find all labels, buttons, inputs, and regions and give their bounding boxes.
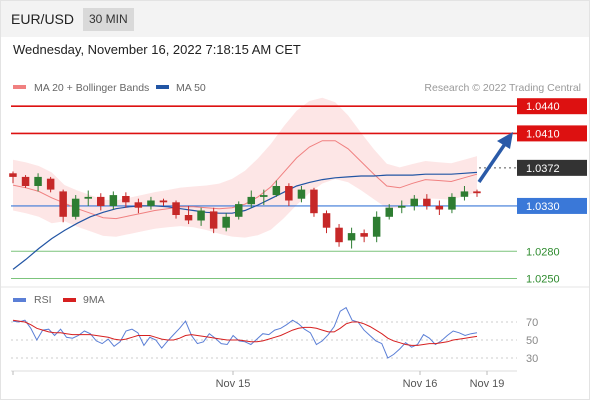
rsi-ma-legend-swatch xyxy=(63,298,76,302)
candle-body xyxy=(398,205,406,208)
rsi-tick-30: 30 xyxy=(526,353,538,365)
level-label-1.0410-box xyxy=(517,125,587,142)
bollinger-band-area xyxy=(13,97,477,238)
candle-body xyxy=(84,196,92,199)
level-label-1.0330: 1.0330 xyxy=(526,201,560,213)
forecast-arrow-line xyxy=(477,140,509,183)
candle-body xyxy=(122,196,130,203)
x-tick-label: Nov 19 xyxy=(470,378,505,390)
level-label-1.0250: 1.0250 xyxy=(526,273,560,285)
candle-body xyxy=(235,204,243,217)
x-tick-label: Nov 16 xyxy=(403,378,438,390)
forecast-arrow-head xyxy=(497,132,513,149)
candle-body xyxy=(360,233,368,237)
rsi-line xyxy=(12,306,478,359)
candle-body xyxy=(134,202,143,208)
candle-body xyxy=(423,198,431,206)
candle-body xyxy=(285,186,293,201)
candle-body xyxy=(435,205,444,210)
ma50-legend-label: MA 50 xyxy=(176,82,206,94)
candle-body xyxy=(448,196,456,210)
candle-body xyxy=(322,213,331,228)
candle-body xyxy=(347,233,356,241)
credit-text: Research © 2022 Trading Central xyxy=(424,82,581,94)
candle-body xyxy=(109,195,118,206)
candle-body xyxy=(222,216,230,228)
bollinger-band xyxy=(13,97,477,238)
candle-body xyxy=(97,196,105,206)
candle-body xyxy=(71,198,80,217)
candle-body xyxy=(172,202,180,215)
candle-body xyxy=(159,200,168,203)
level-label-1.0330-box xyxy=(517,197,587,214)
ma50-line xyxy=(12,171,478,270)
candle-body xyxy=(272,186,281,196)
candles xyxy=(9,171,481,249)
price-levels xyxy=(11,105,517,279)
candle-body xyxy=(410,198,418,206)
rsi-tick-70: 70 xyxy=(526,317,538,329)
header-bar: EUR/USD 30 MIN xyxy=(1,1,589,37)
ma20-line xyxy=(12,140,478,220)
rsi-tick-50: 50 xyxy=(526,335,538,347)
candle-body xyxy=(184,215,193,221)
candle-body xyxy=(9,173,17,177)
candle-body xyxy=(260,195,268,197)
candle-body xyxy=(21,176,30,186)
candle-body xyxy=(34,176,42,186)
candle-body xyxy=(247,196,255,205)
timeframe-button[interactable]: 30 MIN xyxy=(83,8,134,31)
candle-body xyxy=(310,189,318,214)
candle-body xyxy=(59,191,67,217)
candle-body xyxy=(460,191,469,197)
level-label-1.0440-box xyxy=(517,98,587,115)
candle-body xyxy=(335,227,343,243)
rsi-legend-swatch xyxy=(13,298,26,302)
level-label-1.0372: 1.0372 xyxy=(526,163,560,175)
candle-body xyxy=(385,207,393,217)
candle-body xyxy=(209,211,218,229)
x-tick-label: Nov 15 xyxy=(216,378,251,390)
rsi-legend-label: RSI xyxy=(34,294,52,306)
candle-body xyxy=(197,210,205,221)
candle-body xyxy=(147,200,155,206)
chart-datetime: Wednesday, November 16, 2022 7:18:15 AM … xyxy=(13,42,301,57)
level-label-1.0410: 1.0410 xyxy=(526,128,560,140)
symbol-title: EUR/USD xyxy=(11,11,75,27)
candle-body xyxy=(297,189,306,199)
level-label-1.0372-box xyxy=(517,159,587,176)
candle-body xyxy=(372,216,381,237)
ma20-legend-label: MA 20 + Bollinger Bands xyxy=(34,82,149,94)
x-axis: Nov 15 Nov 16 Nov 19 xyxy=(12,371,505,390)
level-label-1.0440: 1.0440 xyxy=(526,101,560,113)
level-labels: 1.0440 1.0410 1.0372 1.0330 1.0280 1.0250 xyxy=(517,98,587,285)
rsi-panel: 70 50 30 xyxy=(11,306,538,365)
moving-averages xyxy=(12,140,478,270)
candle-body xyxy=(46,178,55,190)
level-label-1.0280: 1.0280 xyxy=(526,246,560,258)
ma20-legend-swatch xyxy=(13,85,26,89)
ma50-legend-swatch xyxy=(156,85,169,89)
rsi-ma-legend-label: 9MA xyxy=(83,294,105,306)
rsi-ma-line xyxy=(12,319,478,346)
candle-body xyxy=(473,191,481,194)
